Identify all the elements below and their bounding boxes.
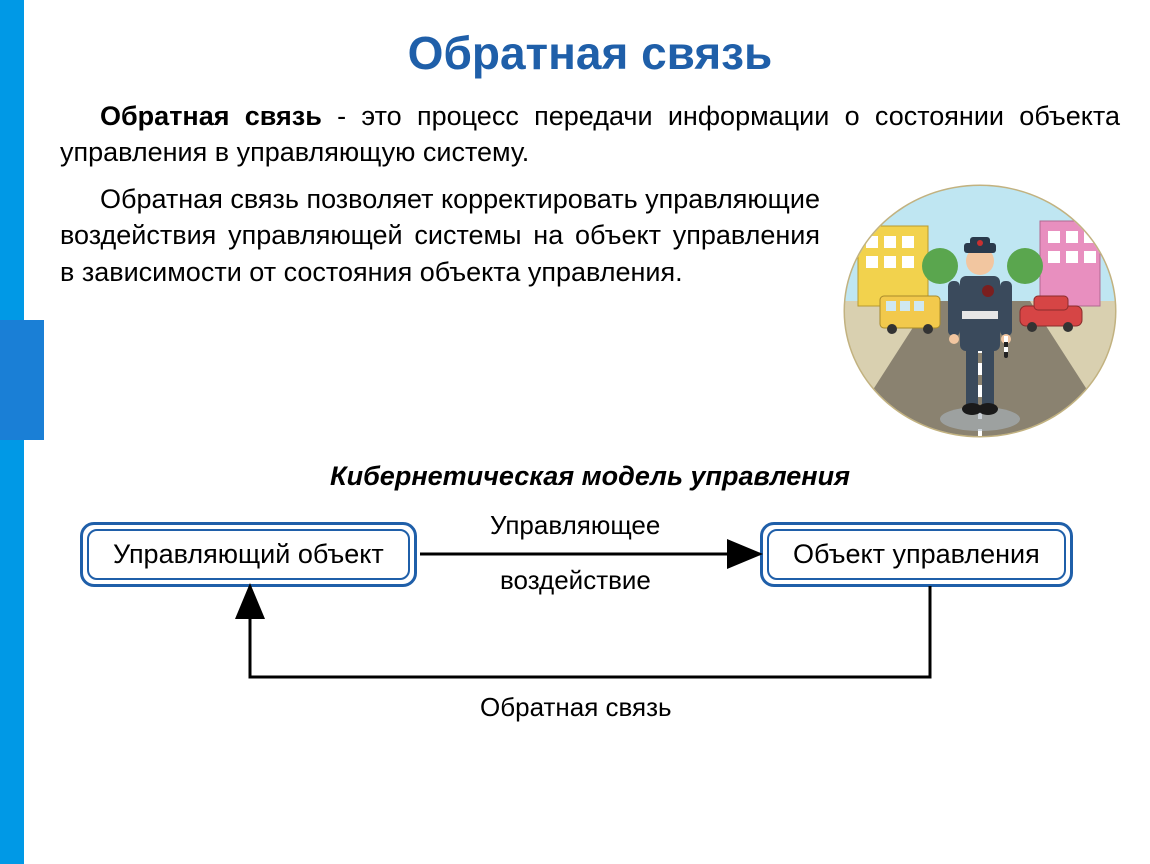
node-controller: Управляющий объект <box>80 522 417 587</box>
paragraph-with-illustration: Обратная связь позволяет корректировать … <box>60 181 1120 441</box>
diagram-title: Кибернетическая модель управления <box>50 461 1130 492</box>
node-controlled-label: Объект управления <box>767 529 1066 580</box>
arrow-label-control-action-1: Управляющее <box>490 510 660 541</box>
side-accent-block <box>0 320 44 440</box>
arrow-label-control-action-2: воздействие <box>500 565 651 596</box>
arrow-label-feedback: Обратная связь <box>480 692 672 723</box>
traffic-officer-illustration <box>840 181 1120 441</box>
slide-content: Обратная связь Обратная связь - это проц… <box>50 0 1130 864</box>
cybernetic-model-diagram: Управляющий объект Объект управления Упр… <box>60 507 1120 757</box>
definition-paragraph: Обратная связь - это процесс передачи ин… <box>60 98 1120 171</box>
explanation-paragraph: Обратная связь позволяет корректировать … <box>60 181 820 290</box>
slide-title: Обратная связь <box>50 26 1130 80</box>
node-controlled-object: Объект управления <box>760 522 1073 587</box>
bold-term: Обратная связь <box>100 101 322 131</box>
node-controller-label: Управляющий объект <box>87 529 410 580</box>
